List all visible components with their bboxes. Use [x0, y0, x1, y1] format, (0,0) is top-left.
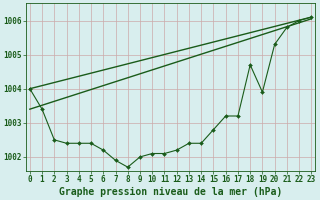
X-axis label: Graphe pression niveau de la mer (hPa): Graphe pression niveau de la mer (hPa) — [59, 186, 282, 197]
